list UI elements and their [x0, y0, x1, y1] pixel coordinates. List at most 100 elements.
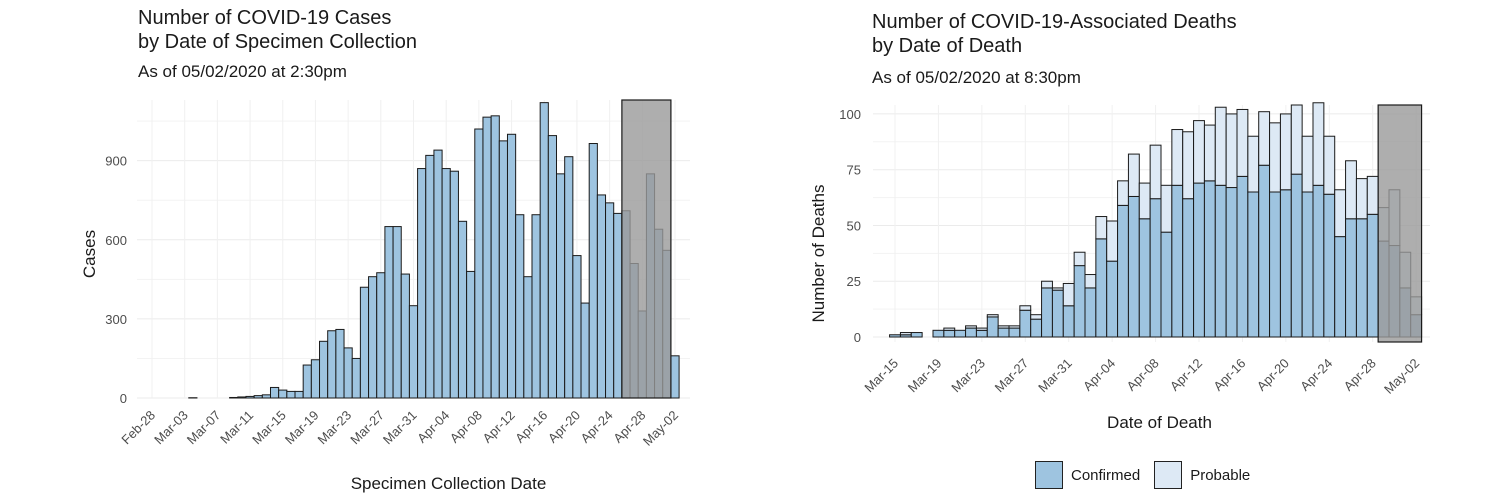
confirmed-bar	[1355, 218, 1368, 338]
x-tick-label: Mar-31	[380, 408, 420, 448]
probable-bar	[1225, 113, 1238, 189]
case-bar	[327, 330, 337, 399]
deaths-chart-title: Number of COVID-19-Associated Deaths by …	[872, 10, 1237, 58]
cases-chart-title-line1: Number of COVID-19 Cases	[138, 7, 392, 29]
y-axis-title: Number of Deaths	[809, 185, 828, 323]
x-tick-label: Apr-24	[1297, 356, 1335, 394]
probable-bar	[1345, 160, 1357, 220]
case-bar	[433, 149, 443, 399]
incomplete-data-shading	[621, 99, 672, 399]
case-bar	[335, 328, 345, 399]
confirmed-bar	[1149, 198, 1162, 338]
probable-bar	[1290, 104, 1303, 175]
x-tick-label: Apr-04	[1080, 356, 1118, 394]
confirmed-bar	[1041, 287, 1053, 338]
cases-chart-title-line2: by Date of Specimen Collection	[138, 31, 418, 53]
confirmed-bar	[889, 334, 901, 338]
confirmed-bar	[1171, 184, 1184, 338]
confirmed-bar	[1182, 198, 1195, 338]
x-tick-label: May-02	[1381, 356, 1422, 397]
x-tick-label: Apr-08	[447, 408, 485, 446]
probable-bar	[1203, 124, 1216, 182]
case-bar	[237, 396, 247, 399]
x-tick-label: Mar-03	[151, 408, 191, 448]
confirmed-bar	[1138, 218, 1151, 338]
x-tick-label: Mar-15	[861, 356, 901, 396]
confirmed-bar	[986, 316, 999, 338]
probable-bar	[1019, 305, 1032, 311]
confirmed-bar	[1127, 195, 1140, 338]
probable-bar	[1323, 135, 1336, 195]
case-bar	[539, 102, 549, 399]
confirmed-bar	[1203, 180, 1216, 338]
case-bar	[278, 389, 288, 399]
deaths-chart-plot: 0 25 50 75 100 Mar-15 Mar-19 Mar-23 Mar-27 Mar-31…	[809, 102, 1430, 432]
case-bar	[359, 286, 370, 399]
x-tick-label: Apr-24	[578, 408, 616, 446]
confirmed-bar	[965, 327, 977, 338]
confirmed-bar	[1269, 191, 1281, 338]
probable-bar	[1301, 135, 1314, 193]
case-bar	[376, 272, 386, 399]
x-tick-label: Apr-12	[479, 408, 517, 446]
cases-chart-subtitle: As of 05/02/2020 at 2:30pm	[138, 62, 347, 81]
x-tick-label: Apr-12	[1167, 356, 1205, 394]
y-tick-label: 300	[105, 312, 127, 327]
x-tick-label: Apr-08	[1123, 356, 1161, 394]
case-bar	[490, 115, 500, 399]
legend-item-probable: Probable	[1154, 461, 1250, 489]
case-bar	[392, 226, 402, 399]
x-tick-label: Mar-31	[1035, 356, 1075, 396]
x-tick-label: Apr-28	[1341, 356, 1379, 394]
case-bar	[253, 395, 263, 399]
case-bar	[580, 302, 590, 399]
case-bar	[498, 140, 508, 399]
case-bar	[482, 116, 492, 399]
case-bar	[670, 355, 680, 399]
x-tick-label: Mar-15	[249, 408, 289, 448]
confirmed-bar	[1312, 184, 1325, 338]
case-bar	[547, 135, 558, 399]
case-bar	[351, 357, 361, 399]
confirmed-bar	[1236, 175, 1249, 338]
probable-bar	[899, 332, 912, 336]
probable-bar	[1062, 282, 1075, 307]
probable-bar	[1095, 216, 1108, 240]
deaths-chart-title-line1: Number of COVID-19-Associated Deaths	[872, 11, 1237, 33]
x-axis-title: Specimen Collection Date	[351, 474, 547, 493]
confirmed-bar	[1323, 193, 1336, 338]
confirmed-bar	[910, 332, 923, 338]
confirmed-bar	[1008, 327, 1021, 338]
confirmed-bar	[954, 329, 967, 338]
case-bar	[425, 154, 435, 399]
probable-bar	[1138, 182, 1151, 220]
probable-bar	[1041, 280, 1053, 289]
probable-bar	[1236, 108, 1249, 177]
probable-bar	[1171, 129, 1184, 186]
probable-bar	[1117, 180, 1129, 206]
confirmed-bar	[1247, 191, 1260, 338]
case-bar	[596, 194, 607, 399]
legend-swatch-confirmed	[1035, 461, 1063, 489]
confirmed-bar	[1084, 287, 1097, 338]
confirmed-bar	[1258, 164, 1271, 338]
probable-bar	[1279, 113, 1292, 191]
x-tick-label: Apr-20	[545, 408, 583, 446]
x-tick-label: Apr-16	[512, 408, 550, 446]
case-bar	[343, 347, 353, 399]
y-tick-label: 0	[120, 391, 127, 406]
case-bar	[319, 340, 329, 399]
x-tick-label: Mar-19	[905, 356, 945, 396]
deaths-chart-panel: Number of COVID-19-Associated Deaths by …	[750, 0, 1500, 500]
y-tick-label: 900	[105, 154, 127, 169]
x-tick-label: Mar-27	[347, 408, 387, 448]
y-tick-label: 0	[854, 330, 861, 345]
x-tick-label: Mar-19	[282, 408, 322, 448]
legend-item-confirmed: Confirmed	[1035, 461, 1140, 489]
x-tick-label: Apr-20	[1254, 356, 1292, 394]
x-tick-label: Mar-07	[184, 408, 224, 448]
probable-bar	[997, 325, 1010, 329]
case-bar	[515, 214, 525, 399]
case-bar	[368, 276, 378, 399]
case-bar	[605, 202, 615, 399]
